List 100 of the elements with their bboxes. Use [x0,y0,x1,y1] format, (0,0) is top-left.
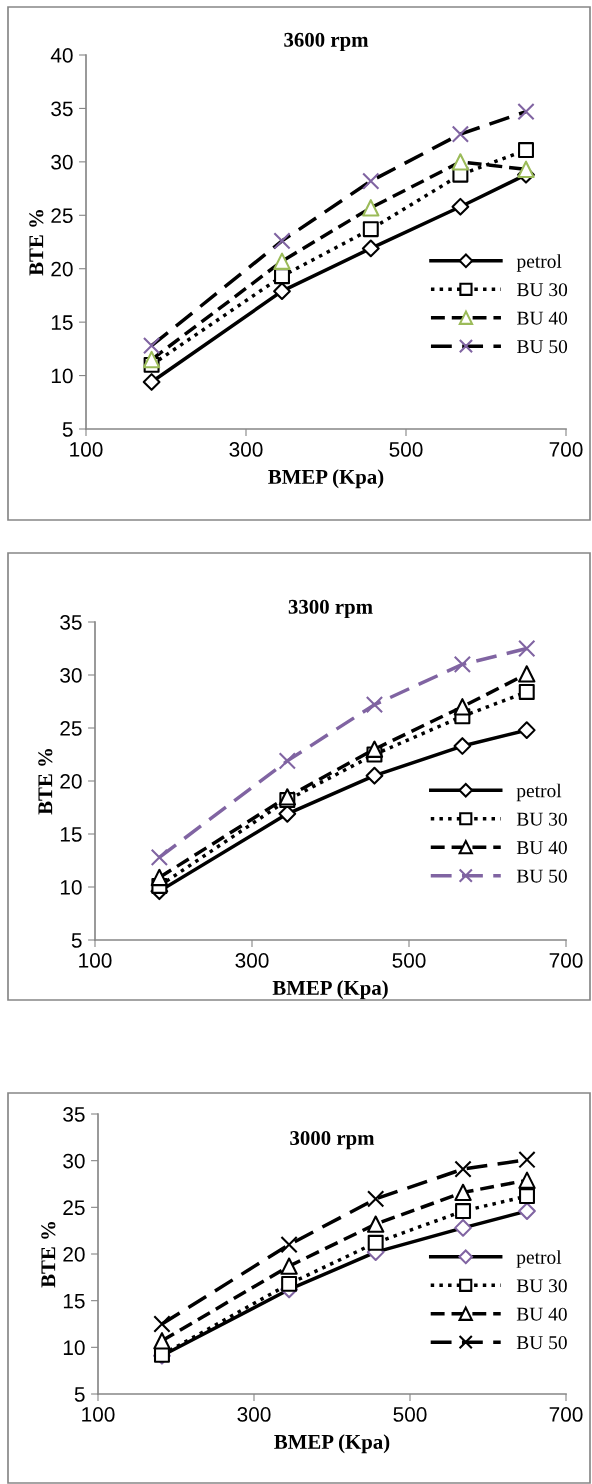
y-axis-title: BTE % [41,1222,56,1288]
legend-label: BU 30 [516,1279,567,1293]
point [273,232,291,250]
x-axis-title: BMEP (Kpa) [268,469,384,489]
x-tick-label: 700 [549,953,583,968]
point [367,1215,385,1233]
x-tick-label: 300 [237,1407,271,1422]
point [273,282,291,301]
point [365,696,384,714]
y-tick-label: 20 [51,261,73,277]
point [273,252,291,270]
point [365,766,384,785]
y-tick-label: 30 [51,154,73,170]
legend-label: BU 50 [516,869,567,883]
point [362,172,380,190]
point [451,197,470,216]
x-tick-label: 100 [79,953,112,968]
x-tick-label: 700 [549,1407,583,1422]
legend-label: BU 50 [517,340,568,354]
y-tick-label: 15 [60,827,82,842]
y-tick-label: 20 [63,1247,85,1262]
point [518,1202,536,1220]
y-tick-label: 35 [60,615,82,630]
point [142,350,161,369]
x-tick-label: 500 [392,953,426,968]
x-tick-label: 100 [70,442,103,457]
x-tick-label: 100 [82,1407,115,1422]
point [453,737,472,755]
point [362,221,379,238]
point [455,1203,472,1220]
x-axis-title: BMEP (Kpa) [274,1434,390,1454]
legend-label: BU 40 [516,841,567,855]
y-tick-label: 25 [51,208,73,224]
point [365,740,384,758]
y-tick-label: 10 [51,368,73,384]
point [278,752,296,770]
y-tick-label: 35 [51,101,73,117]
point [150,868,169,887]
y-tick-label: 40 [50,48,73,63]
y-tick-label: 5 [62,422,73,437]
legend-label: BU 50 [516,1336,567,1350]
point [453,698,472,716]
legend-label: petrol [516,254,562,272]
point [361,239,380,258]
point [362,199,380,217]
x-tick-label: 500 [389,442,423,457]
y-tick-label: 5 [71,933,82,948]
point [367,1190,385,1208]
point [517,721,536,740]
y-tick-label: 35 [63,1107,85,1122]
point [518,1151,536,1169]
point [280,1257,298,1275]
y-tick-label: 15 [51,315,73,330]
x-tick-label: 300 [229,442,263,457]
point [142,373,161,391]
point [518,665,536,683]
text: 3000 rpm [290,1131,375,1150]
legend-label: BU 40 [517,311,568,325]
y-tick-label: 15 [63,1293,85,1309]
y-tick-label: 20 [60,774,82,789]
y-axis-title: BTE % [38,749,53,815]
point [451,153,470,171]
point [454,1160,472,1178]
point [278,788,296,806]
y-tick-label: 10 [63,1340,85,1356]
x-tick-label: 500 [393,1407,427,1422]
point [367,1234,384,1251]
point [518,142,534,159]
chart-title: 3300 rpm [288,599,373,619]
legend-label: BU 30 [516,812,567,826]
y-tick-label: 5 [74,1387,85,1402]
point [454,1183,472,1202]
legend-label: BU 30 [517,283,568,297]
legend-label: petrol [516,783,562,802]
x-tick-label: 300 [235,953,269,968]
y-tick-label: 10 [60,880,82,895]
y-axis-title: BTE % [29,210,44,276]
point [153,1332,171,1350]
point [518,639,536,658]
y-tick-label: 30 [63,1153,85,1169]
x-tick-label: 700 [549,442,583,457]
chart-title: 3600 rpm [284,32,369,52]
y-tick-label: 25 [63,1200,85,1216]
point [280,1235,298,1254]
point [153,1315,171,1333]
legend-label: petrol [516,1250,562,1268]
point [518,683,535,700]
point [519,1188,535,1205]
point [451,125,470,143]
point [150,848,169,866]
x-axis-title: BMEP (Kpa) [272,980,388,1000]
point [453,655,472,674]
point [142,336,161,355]
point [281,1275,298,1292]
point [517,102,535,121]
point [518,1171,536,1189]
legend-label: BU 40 [516,1307,567,1321]
y-tick-label: 30 [60,668,82,683]
y-tick-label: 25 [60,721,82,736]
point [454,1218,472,1237]
